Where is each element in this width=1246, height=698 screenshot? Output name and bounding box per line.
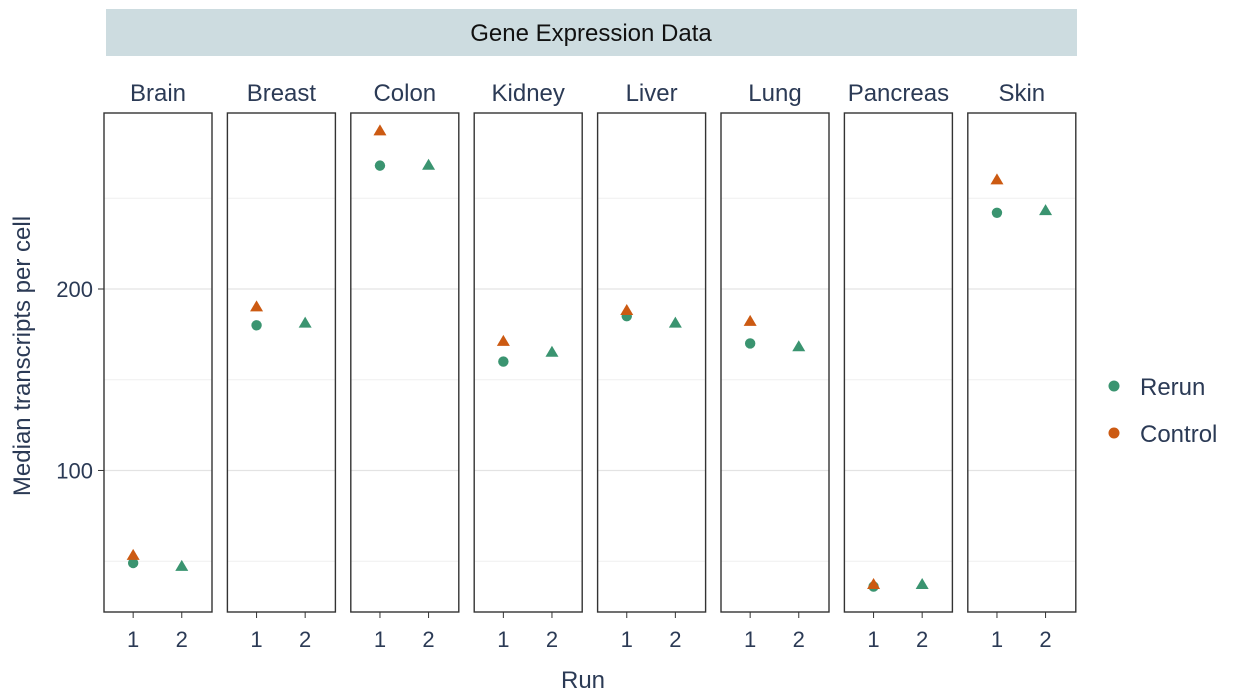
- facet-label: Skin: [998, 80, 1045, 107]
- data-point-control-triangle: [743, 314, 757, 326]
- facet-panel-liver: Liver 1 2: [596, 80, 707, 652]
- facet-label: Liver: [626, 80, 678, 107]
- x-tick-label: 1: [497, 627, 509, 652]
- data-point-rerun-circle: [127, 557, 139, 569]
- data-point-rerun-triangle: [175, 559, 189, 571]
- legend-key-control: [1108, 427, 1120, 439]
- x-tick-label: 1: [991, 627, 1003, 652]
- x-tick-label: 1: [374, 627, 386, 652]
- data-point-control-triangle: [620, 303, 634, 315]
- facet-label: Breast: [247, 80, 317, 107]
- data-point-rerun-triangle: [422, 158, 436, 170]
- y-axis-title: Median transcripts per cell: [9, 216, 36, 496]
- legend-key-rerun: [1108, 380, 1120, 392]
- chart-title: Gene Expression Data: [470, 20, 712, 47]
- facet-label: Lung: [748, 80, 801, 107]
- facet-label: Brain: [130, 80, 186, 107]
- data-point-rerun-circle: [498, 356, 509, 367]
- x-axis-title: Run: [561, 667, 605, 694]
- data-point-rerun-triangle: [545, 345, 559, 357]
- panel-border: [843, 112, 954, 613]
- x-tick-label: 2: [1039, 627, 1051, 652]
- facet-panel-brain: Brain 1 2: [103, 80, 213, 652]
- x-tick-label: 1: [621, 627, 633, 652]
- data-point-control-triangle: [867, 577, 881, 589]
- facet-label: Pancreas: [848, 80, 949, 107]
- facet-panel-kidney: Kidney 1 2: [473, 80, 583, 652]
- facet-label: Colon: [373, 80, 436, 107]
- y-tick-label: 200: [56, 277, 93, 302]
- x-tick-label: 2: [793, 627, 805, 652]
- legend-label: Control: [1140, 421, 1217, 448]
- data-point-control-triangle: [373, 124, 387, 136]
- panel-border: [720, 112, 830, 613]
- data-point-rerun-circle: [991, 207, 1003, 218]
- panel-border: [103, 112, 213, 613]
- facet-panel-pancreas: Pancreas 1 2: [843, 80, 954, 652]
- data-point-rerun-triangle: [915, 577, 929, 589]
- x-tick-label: 2: [546, 627, 558, 652]
- x-tick-label: 2: [916, 627, 928, 652]
- x-tick-label: 2: [422, 627, 434, 652]
- x-tick-label: 1: [250, 627, 262, 652]
- facet-label: Kidney: [492, 80, 565, 107]
- data-point-rerun-triangle: [792, 340, 806, 352]
- data-point-rerun-triangle: [1039, 204, 1053, 216]
- x-tick-label: 2: [299, 627, 311, 652]
- panel-border: [226, 112, 337, 613]
- panel-border: [967, 112, 1077, 613]
- data-point-rerun-triangle: [668, 316, 682, 328]
- panel-border: [596, 112, 707, 613]
- x-tick-label: 1: [744, 627, 756, 652]
- data-point-control-triangle: [990, 173, 1004, 185]
- x-tick-label: 1: [867, 627, 879, 652]
- data-point-rerun-circle: [251, 320, 262, 331]
- legend: Rerun Control: [1108, 374, 1217, 448]
- x-tick-label: 2: [669, 627, 681, 652]
- facet-panel-skin: Skin 1 2: [967, 80, 1077, 652]
- x-tick-label: 2: [176, 627, 188, 652]
- data-point-control-triangle: [250, 300, 264, 312]
- panel-border: [473, 112, 583, 613]
- data-point-control-triangle: [496, 334, 510, 346]
- data-point-rerun-circle: [744, 338, 756, 349]
- facet-panel-lung: Lung 1 2: [720, 80, 830, 652]
- legend-label: Rerun: [1140, 374, 1205, 401]
- data-point-control-triangle: [126, 548, 140, 560]
- panel-border: [350, 112, 460, 613]
- facet-panel-colon: Colon 1 2: [350, 80, 460, 652]
- data-point-rerun-triangle: [298, 316, 312, 328]
- facet-panel-breast: Breast 1 2: [226, 80, 337, 652]
- title-strip: [106, 9, 1077, 56]
- x-tick-label: 1: [127, 627, 139, 652]
- y-tick-label: 100: [56, 458, 93, 483]
- data-point-rerun-circle: [374, 160, 386, 171]
